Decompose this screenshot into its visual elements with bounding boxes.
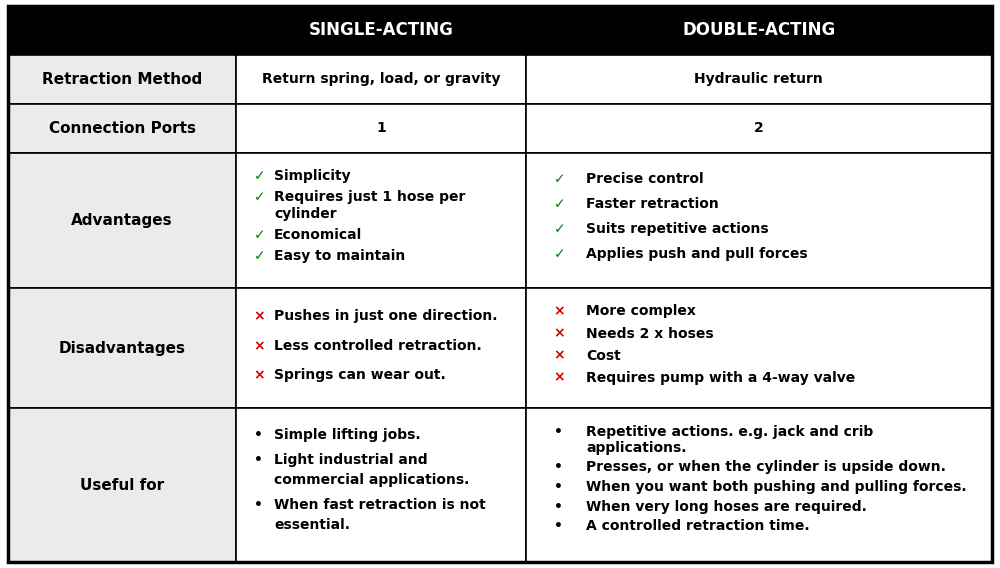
- Bar: [8, 289, 236, 408]
- Bar: [8, 153, 236, 289]
- Text: Pushes in just one direction.: Pushes in just one direction.: [274, 310, 497, 323]
- Text: When fast retraction is not: When fast retraction is not: [274, 498, 486, 512]
- Bar: [526, 289, 992, 408]
- Bar: [8, 6, 236, 55]
- Text: Needs 2 x hoses: Needs 2 x hoses: [586, 327, 714, 341]
- Text: applications.: applications.: [586, 441, 687, 455]
- Text: Requires just 1 hose per: Requires just 1 hose per: [274, 190, 465, 204]
- Text: ✓: ✓: [254, 190, 265, 204]
- Text: •: •: [554, 461, 562, 474]
- Text: Return spring, load, or gravity: Return spring, load, or gravity: [262, 72, 500, 86]
- Text: •: •: [254, 498, 263, 512]
- Bar: [8, 55, 236, 104]
- Text: Presses, or when the cylinder is upside down.: Presses, or when the cylinder is upside …: [586, 461, 946, 474]
- Text: Disadvantages: Disadvantages: [59, 341, 186, 356]
- Text: ✓: ✓: [254, 249, 265, 263]
- Bar: [526, 55, 992, 104]
- Text: ✓: ✓: [554, 247, 565, 261]
- Text: Simple lifting jobs.: Simple lifting jobs.: [274, 428, 421, 442]
- Text: •: •: [254, 453, 263, 467]
- Text: ✓: ✓: [554, 172, 565, 186]
- Text: 1: 1: [376, 121, 386, 135]
- Text: •: •: [254, 428, 263, 442]
- Text: •: •: [554, 425, 562, 439]
- Bar: [526, 153, 992, 289]
- Bar: [8, 104, 236, 153]
- Text: •: •: [554, 500, 562, 514]
- Text: 2: 2: [754, 121, 764, 135]
- Text: Precise control: Precise control: [586, 172, 704, 186]
- Text: A controlled retraction time.: A controlled retraction time.: [586, 520, 810, 533]
- Text: ×: ×: [254, 368, 265, 382]
- Text: ×: ×: [554, 304, 565, 319]
- Text: More complex: More complex: [586, 304, 696, 319]
- Text: •: •: [554, 520, 562, 533]
- Text: When you want both pushing and pulling forces.: When you want both pushing and pulling f…: [586, 480, 967, 494]
- Text: Faster retraction: Faster retraction: [586, 197, 719, 211]
- Text: Hydraulic return: Hydraulic return: [694, 72, 823, 86]
- Bar: [526, 408, 992, 562]
- Text: •: •: [554, 480, 562, 494]
- Text: Useful for: Useful for: [80, 478, 164, 492]
- Text: Easy to maintain: Easy to maintain: [274, 249, 405, 263]
- Text: Repetitive actions. e.g. jack and crib: Repetitive actions. e.g. jack and crib: [586, 425, 873, 439]
- Text: Economical: Economical: [274, 228, 362, 242]
- Text: Springs can wear out.: Springs can wear out.: [274, 368, 446, 382]
- Text: ✓: ✓: [554, 197, 565, 211]
- Text: ×: ×: [554, 327, 565, 341]
- Text: Connection Ports: Connection Ports: [49, 121, 196, 136]
- Text: Advantages: Advantages: [71, 213, 173, 228]
- Text: Requires pump with a 4-way valve: Requires pump with a 4-way valve: [586, 371, 855, 385]
- Text: Suits repetitive actions: Suits repetitive actions: [586, 222, 769, 236]
- Text: essential.: essential.: [274, 518, 350, 532]
- Text: Less controlled retraction.: Less controlled retraction.: [274, 339, 482, 353]
- Text: ×: ×: [254, 339, 265, 353]
- Text: cylinder: cylinder: [274, 207, 337, 221]
- Text: ×: ×: [254, 310, 265, 323]
- Text: SINGLE-ACTING: SINGLE-ACTING: [308, 21, 453, 39]
- Bar: [236, 289, 526, 408]
- Text: ✓: ✓: [254, 169, 265, 183]
- Bar: [236, 6, 526, 55]
- Text: Light industrial and: Light industrial and: [274, 453, 428, 467]
- Text: ✓: ✓: [554, 222, 565, 236]
- Text: Cost: Cost: [586, 349, 621, 362]
- Text: When very long hoses are required.: When very long hoses are required.: [586, 500, 867, 514]
- Text: commercial applications.: commercial applications.: [274, 473, 469, 487]
- Text: Applies push and pull forces: Applies push and pull forces: [586, 247, 808, 261]
- Bar: [236, 408, 526, 562]
- Text: Retraction Method: Retraction Method: [42, 72, 202, 87]
- Bar: [236, 153, 526, 289]
- Text: Simplicity: Simplicity: [274, 169, 351, 183]
- Text: ×: ×: [554, 349, 565, 362]
- Text: ✓: ✓: [254, 228, 265, 242]
- Text: ×: ×: [554, 371, 565, 385]
- Bar: [236, 104, 526, 153]
- Bar: [8, 408, 236, 562]
- Bar: [526, 6, 992, 55]
- Bar: [236, 55, 526, 104]
- Text: DOUBLE-ACTING: DOUBLE-ACTING: [682, 21, 835, 39]
- Bar: [526, 104, 992, 153]
